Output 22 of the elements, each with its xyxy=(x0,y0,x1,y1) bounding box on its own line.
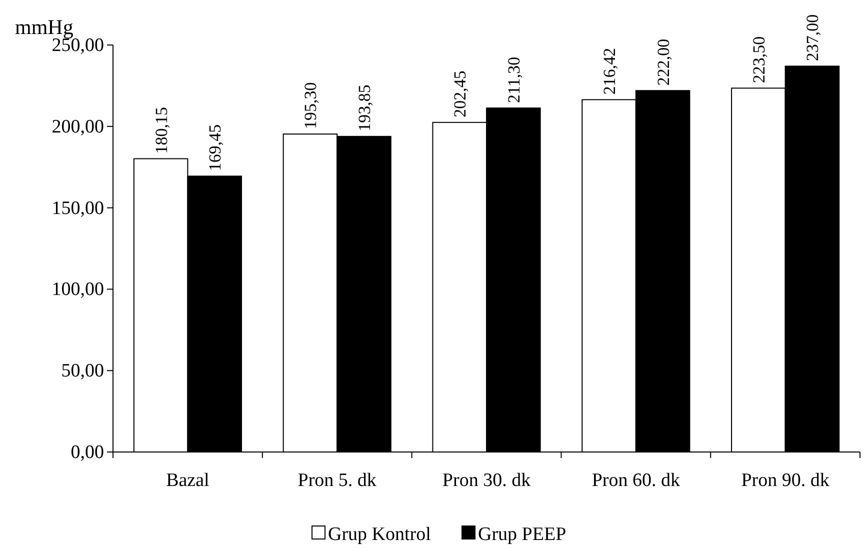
data-label: 237,00 xyxy=(803,14,822,62)
data-label: 222,00 xyxy=(654,38,673,86)
legend-label: Grup Kontrol xyxy=(328,524,431,545)
y-tick-label: 200,00 xyxy=(52,116,104,138)
data-label: 180,15 xyxy=(152,106,171,154)
x-tick-label: Pron 5. dk xyxy=(298,470,377,491)
x-tick-label: Pron 60. dk xyxy=(592,470,680,491)
x-tick-label: Pron 30. dk xyxy=(442,470,532,491)
data-label: 216,42 xyxy=(600,48,620,95)
data-label: 193,85 xyxy=(354,84,374,132)
data-label: 195,30 xyxy=(301,82,320,130)
data-label: 202,45 xyxy=(450,70,470,118)
x-tick-label: Pron 90. dk xyxy=(741,470,830,491)
y-tick-label: 100,00 xyxy=(52,279,104,300)
data-label: 169,45 xyxy=(206,124,225,172)
y-tick-label: 50,00 xyxy=(61,360,104,382)
legend-label: Grup PEEP xyxy=(478,524,566,545)
x-tick-label: Bazal xyxy=(166,470,210,491)
y-tick-label: 0,00 xyxy=(70,442,104,463)
y-tick-label: 150,00 xyxy=(52,198,104,219)
data-label: 223,50 xyxy=(749,36,768,84)
data-label: 211,30 xyxy=(504,56,524,104)
